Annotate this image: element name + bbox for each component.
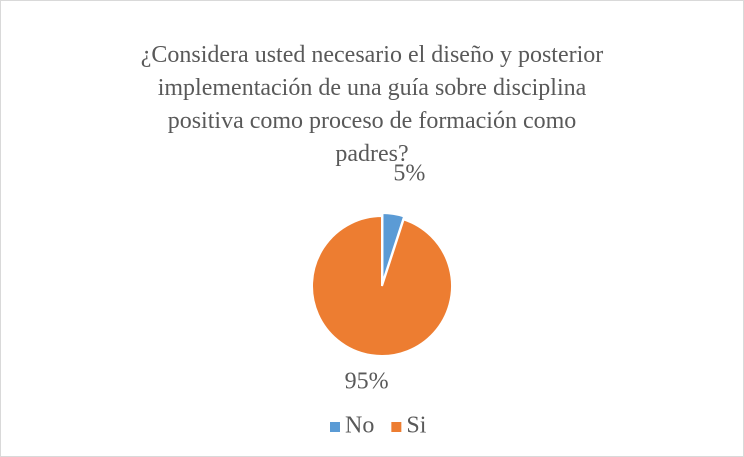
legend-label: Si [406,413,426,439]
legend-swatch [391,422,402,432]
pie-slice [311,214,453,357]
legend-label: No [345,413,374,439]
data-label: 5% [393,161,425,187]
data-label: 95% [345,368,389,394]
legend-swatch [330,422,340,432]
chart-title: ¿Considera usted necesario el diseño y p… [140,42,604,167]
